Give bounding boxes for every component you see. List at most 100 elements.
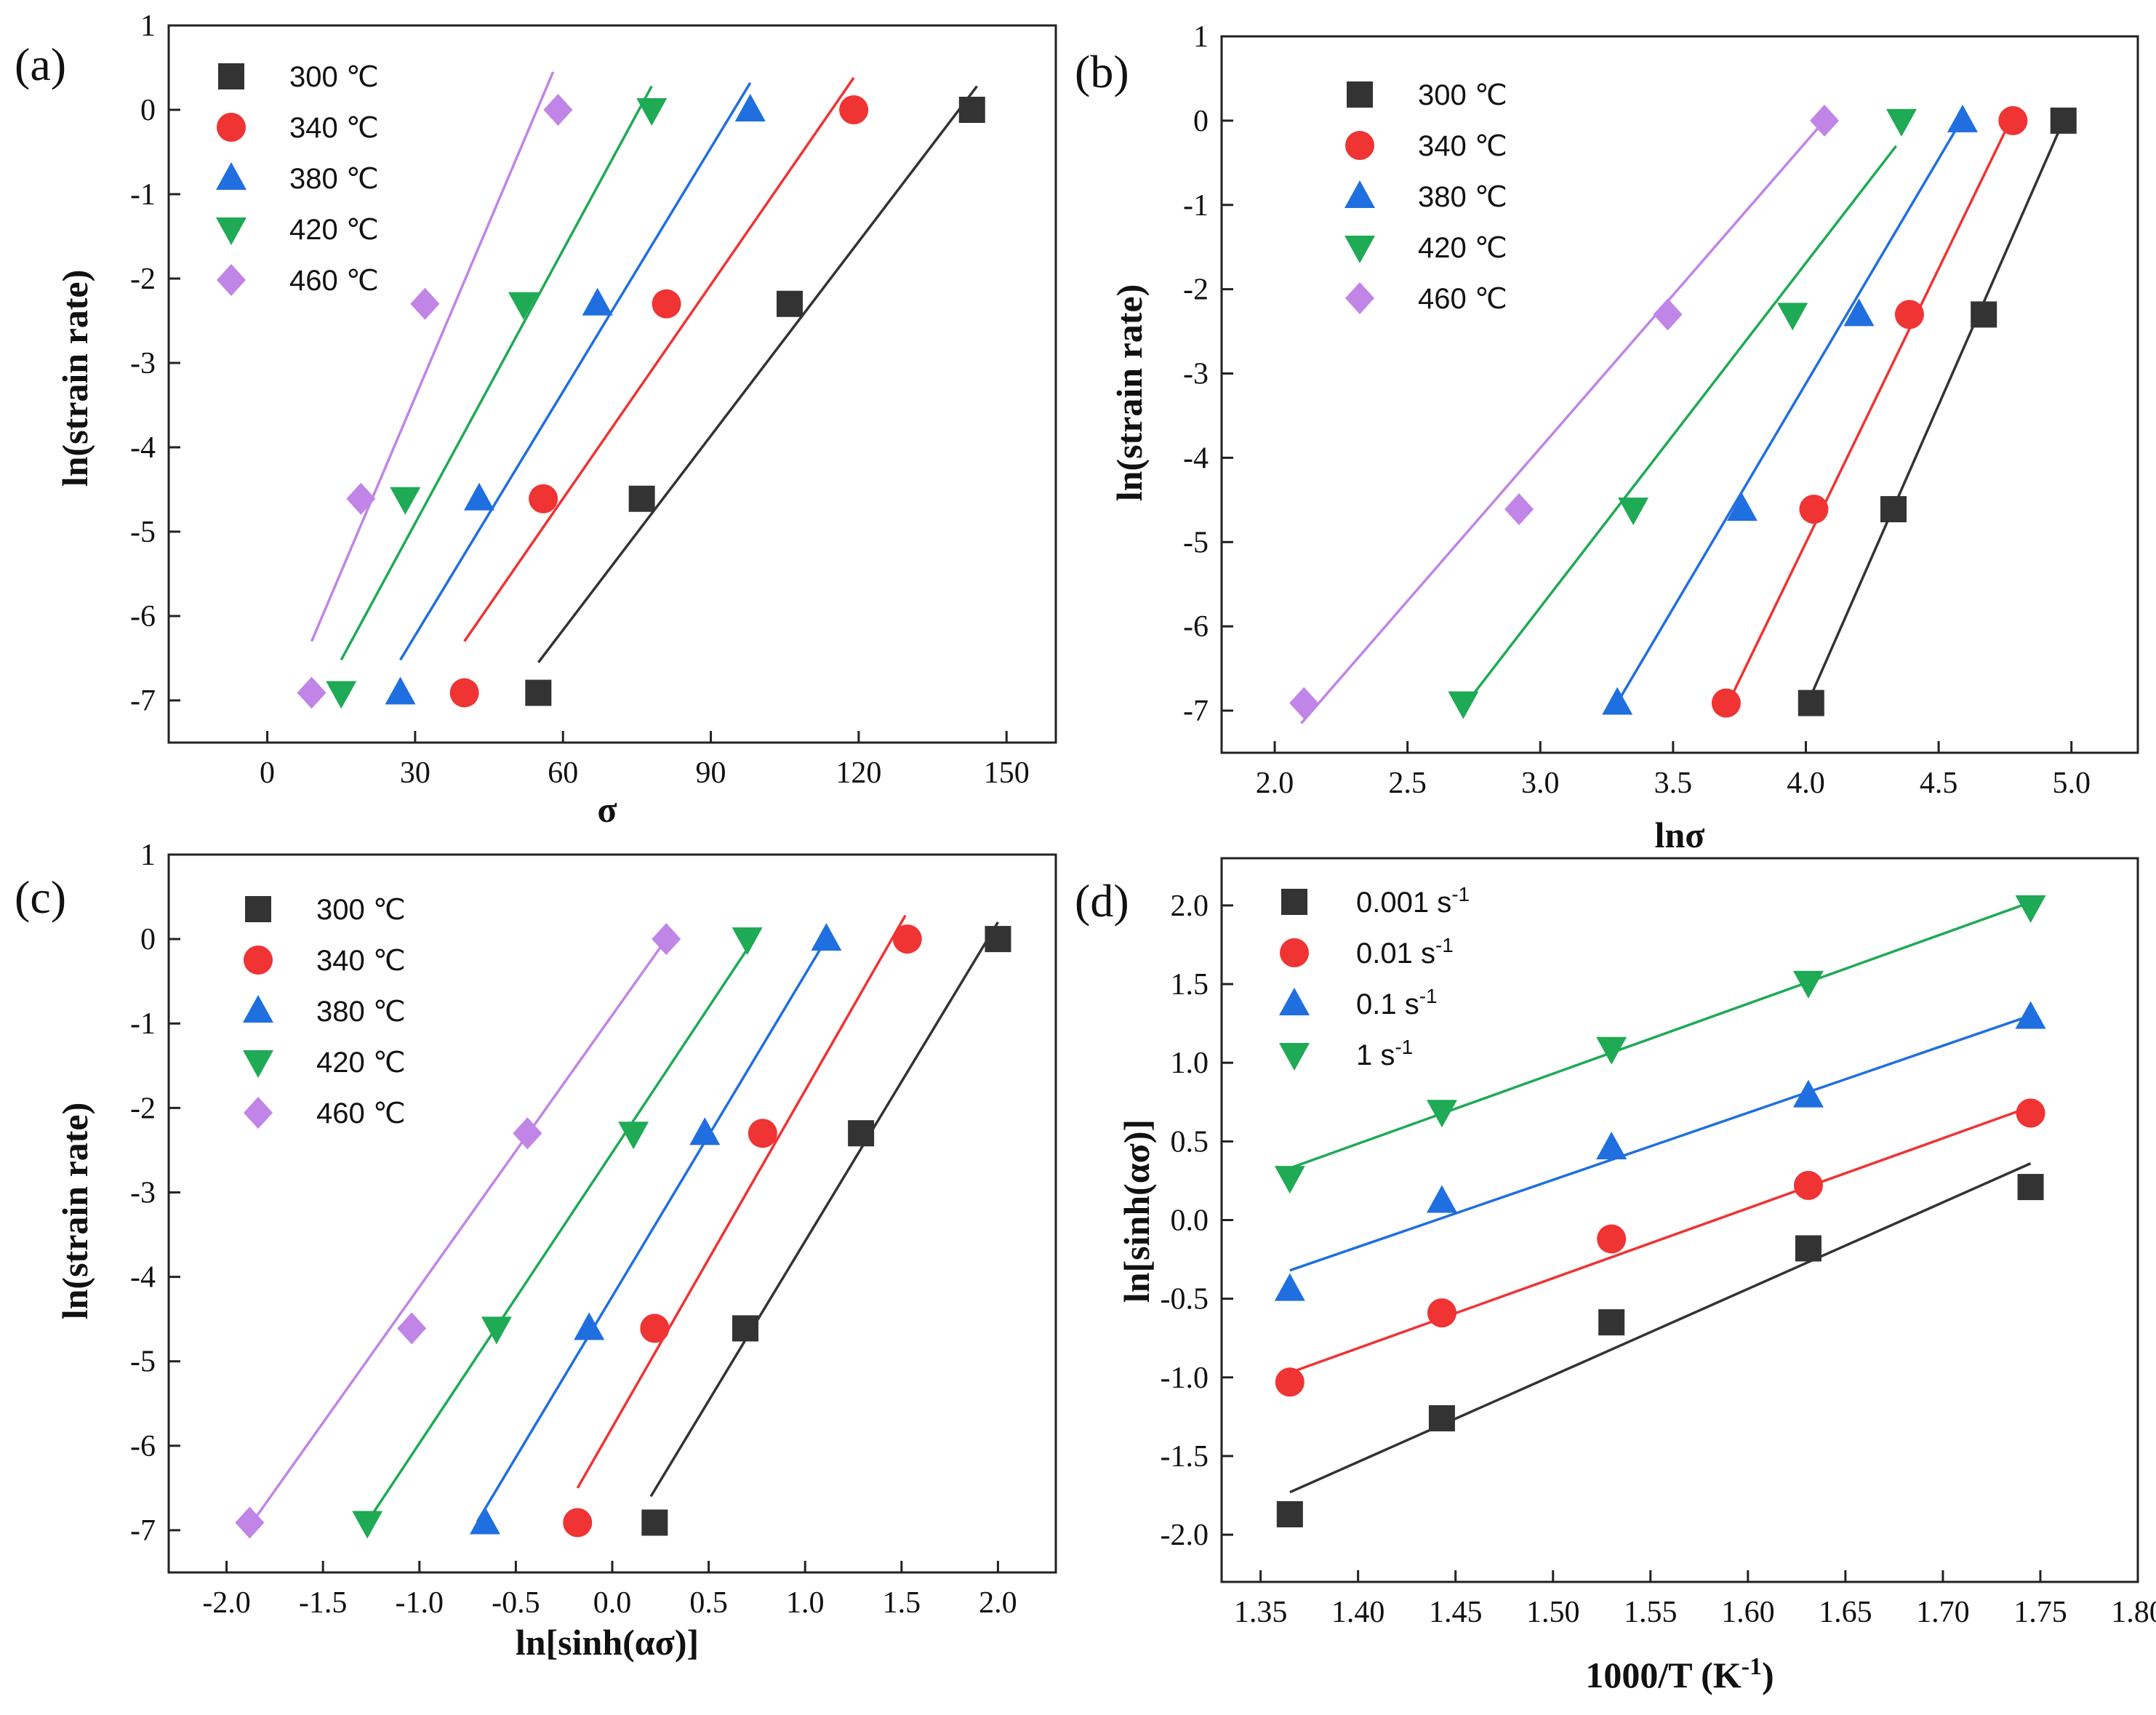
y-tick-label: -7 xyxy=(1183,695,1209,728)
legend-marker xyxy=(1347,81,1373,108)
data-point xyxy=(636,98,668,126)
legend-marker xyxy=(216,162,247,190)
fit-line xyxy=(1725,120,2012,708)
data-point xyxy=(839,95,869,124)
legend-label: 420 ℃ xyxy=(289,214,379,246)
fit-line xyxy=(463,76,855,642)
data-point xyxy=(985,926,1011,953)
data-point xyxy=(397,1312,427,1345)
data-point xyxy=(1597,1224,1627,1254)
data-point xyxy=(481,1316,512,1345)
data-point xyxy=(1274,1166,1305,1194)
data-point xyxy=(640,1314,670,1343)
data-point xyxy=(1276,1500,1303,1527)
legend-label: 0.001 s-1 xyxy=(1356,883,1470,919)
data-point xyxy=(1618,497,1649,526)
y-tick-label: 1 xyxy=(1193,20,1209,54)
chart-panel-a: 0 30 60 90 120 150 -7 -6 -5 -4 -3 -2 -1 0 1 (a) σ ln(stra… xyxy=(15,9,1057,830)
panel-label: (c) xyxy=(15,871,66,923)
series-4 xyxy=(1289,104,1840,724)
legend-marker xyxy=(1281,889,1307,915)
series-3 xyxy=(326,85,668,709)
x-tick-label: 3.5 xyxy=(1654,767,1693,800)
data-point xyxy=(235,1506,265,1539)
legend-label: 340 ℃ xyxy=(316,945,406,977)
y-tick-label: -5 xyxy=(1183,526,1209,559)
x-tick-label: 120 xyxy=(835,756,881,790)
y-tick-label: 0.5 xyxy=(1171,1125,1209,1159)
y-tick-label: -1 xyxy=(1183,189,1209,223)
data-point xyxy=(469,1506,500,1535)
data-point xyxy=(1426,1185,1457,1213)
data-point xyxy=(1711,688,1741,718)
x-tick-label: 1.80 xyxy=(2111,1596,2156,1629)
data-point xyxy=(385,676,416,705)
data-point xyxy=(2050,107,2077,134)
legend-marker xyxy=(1345,236,1375,263)
x-tick-label: -1.5 xyxy=(299,1586,348,1620)
data-point xyxy=(1792,970,1824,999)
data-point xyxy=(390,487,421,515)
series-0 xyxy=(1798,107,2077,716)
legend-label: 380 ℃ xyxy=(1418,181,1507,213)
data-point xyxy=(563,1508,593,1538)
x-tick-label: 1.75 xyxy=(2013,1596,2067,1629)
data-point xyxy=(346,482,376,515)
series-3 xyxy=(1448,108,1917,719)
fit-line xyxy=(1289,1014,2032,1272)
x-tick-label: -1.0 xyxy=(396,1586,444,1620)
data-point xyxy=(1843,298,1875,327)
legend-label: 300 ℃ xyxy=(316,894,406,926)
series-4 xyxy=(235,923,681,1539)
data-point xyxy=(1792,1079,1824,1108)
data-point xyxy=(628,485,655,512)
data-point xyxy=(410,287,440,320)
x-tick-label: 2.5 xyxy=(1388,767,1427,800)
y-tick-label: -4 xyxy=(130,431,156,465)
legend-label: 460 ℃ xyxy=(289,265,379,297)
series-4 xyxy=(297,71,573,709)
y-tick-label: -1 xyxy=(130,1007,156,1041)
y-tick-label: 0.0 xyxy=(1171,1204,1209,1238)
series-0 xyxy=(1276,1162,2044,1527)
legend-label: 300 ℃ xyxy=(289,61,379,93)
data-point xyxy=(529,484,558,513)
data-point xyxy=(2015,895,2046,924)
x-axis-title-superscript: -1 xyxy=(1742,1653,1762,1680)
y-tick-label: -3 xyxy=(130,347,156,380)
series-2 xyxy=(469,923,842,1535)
y-tick-label: -1 xyxy=(130,178,156,212)
x-tick-label: -0.5 xyxy=(492,1586,540,1620)
x-tick-label: 0.5 xyxy=(689,1586,728,1620)
y-tick-label: -5 xyxy=(130,516,156,549)
x-tick-label: 1.35 xyxy=(1234,1596,1288,1629)
panel-label: (a) xyxy=(15,39,66,90)
x-tick-label: 90 xyxy=(696,756,726,790)
legend-marker xyxy=(1279,1043,1310,1071)
data-point xyxy=(1998,105,2028,135)
data-point xyxy=(641,1509,668,1536)
chart-panel-b: 2.0 2.5 3.0 3.5 4.0 4.5 5.0 -7 -6 -5 -4 -3 -2 -1 0 1 (b)… xyxy=(1075,20,2139,855)
legend-marker xyxy=(1345,180,1375,208)
data-point xyxy=(1653,298,1683,331)
y-tick-label: 0 xyxy=(140,94,156,127)
data-point xyxy=(892,924,922,954)
x-tick-label: -2.0 xyxy=(202,1586,251,1620)
series-1 xyxy=(449,76,869,708)
y-axis-title: ln[sinh(ασ)] xyxy=(1116,1119,1157,1303)
y-tick-label: -6 xyxy=(130,600,156,633)
fit-line xyxy=(1804,120,2065,708)
legend-marker xyxy=(1345,131,1374,160)
legend-marker xyxy=(244,1097,273,1129)
fit-line xyxy=(1614,127,1959,708)
data-point xyxy=(449,678,479,708)
y-tick-label: -2 xyxy=(130,1092,156,1125)
legend-marker xyxy=(1280,938,1309,967)
y-tick-label: -1.5 xyxy=(1161,1440,1209,1474)
data-point xyxy=(1886,108,1917,137)
data-point xyxy=(543,94,573,126)
legend-marker xyxy=(218,63,244,89)
legend-label-superscript: -1 xyxy=(1419,985,1438,1007)
data-point xyxy=(1428,1405,1455,1432)
data-point xyxy=(1798,689,1824,716)
